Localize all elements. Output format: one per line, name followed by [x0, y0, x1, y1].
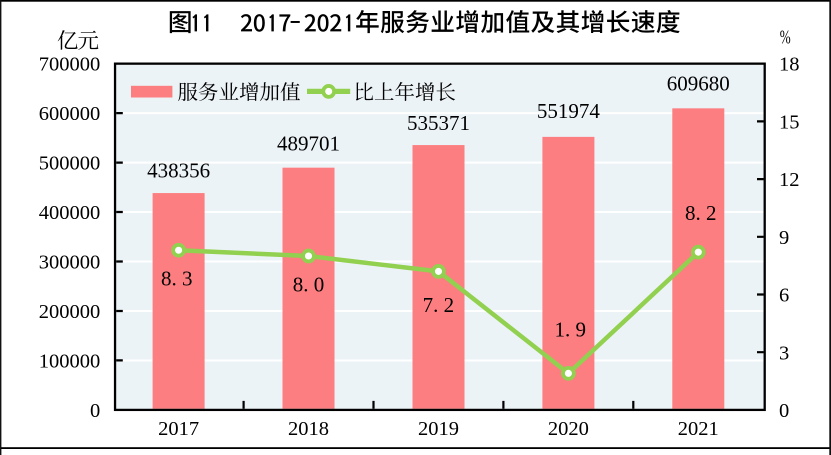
- svg-text:2017: 2017: [158, 418, 199, 440]
- svg-text:6: 6: [779, 285, 789, 307]
- svg-text:3: 3: [779, 342, 789, 364]
- svg-text:2018: 2018: [288, 418, 329, 440]
- svg-text:0: 0: [90, 400, 100, 422]
- svg-text:2019: 2019: [418, 418, 459, 440]
- svg-text:1. 9: 1. 9: [555, 318, 587, 342]
- svg-text:2020: 2020: [548, 418, 589, 440]
- svg-text:2021: 2021: [678, 418, 719, 440]
- svg-text:535371: 535371: [407, 111, 470, 135]
- svg-text:8. 3: 8. 3: [161, 267, 193, 291]
- svg-text:%: %: [780, 26, 791, 49]
- svg-text:700000: 700000: [39, 54, 101, 76]
- svg-text:7. 2: 7. 2: [423, 293, 455, 317]
- svg-text:489701: 489701: [277, 132, 340, 156]
- svg-text:600000: 600000: [39, 103, 101, 125]
- svg-text:100000: 100000: [39, 351, 101, 373]
- svg-text:12: 12: [779, 169, 800, 191]
- svg-text:300000: 300000: [39, 252, 101, 274]
- svg-text:18: 18: [779, 54, 800, 76]
- svg-text:8. 2: 8. 2: [685, 201, 717, 225]
- svg-text:8. 0: 8. 0: [293, 272, 325, 296]
- svg-text:200000: 200000: [39, 301, 101, 323]
- svg-text:551974: 551974: [537, 99, 601, 123]
- svg-text:0: 0: [779, 400, 789, 422]
- svg-text:15: 15: [779, 112, 800, 134]
- svg-text:609680: 609680: [667, 72, 730, 96]
- svg-text:500000: 500000: [39, 153, 101, 175]
- svg-text:9: 9: [779, 227, 789, 249]
- svg-text:438356: 438356: [147, 159, 210, 183]
- svg-text:400000: 400000: [39, 202, 101, 224]
